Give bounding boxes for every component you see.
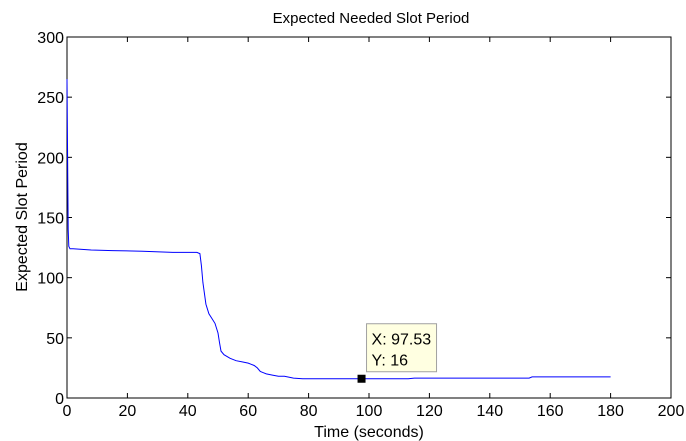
y-tick-label: 300 [37, 30, 64, 47]
x-tick-label: 160 [537, 403, 564, 420]
x-tick-label: 60 [239, 403, 257, 420]
data-tip-y-text: Y: 16 [372, 353, 409, 370]
data-tip-box [366, 323, 438, 373]
data-tip[interactable]: X: 97.53 Y: 16 [357, 323, 438, 383]
y-tick-label: 0 [55, 391, 64, 408]
x-axis-label: Time (seconds) [314, 424, 424, 441]
axis-ticks: 0 20 40 60 80 100 120 140 160 180 200 0 50 100 150 200 2… [37, 30, 684, 420]
y-axis-label: Expected Slot Period [14, 142, 31, 291]
y-tick-label: 100 [37, 271, 64, 288]
x-tick-label: 180 [597, 403, 624, 420]
x-tick-label: 100 [356, 403, 383, 420]
y-tick-label: 150 [37, 211, 64, 228]
data-tip-marker[interactable] [357, 374, 366, 383]
data-tip-x-text: X: 97.53 [372, 332, 432, 349]
series-group [66, 79, 611, 380]
x-tick-label: 80 [300, 403, 318, 420]
series-line [66, 79, 611, 380]
x-tick-label: 120 [416, 403, 443, 420]
chart-title: Expected Needed Slot Period [273, 10, 470, 27]
x-tick-label: 140 [476, 403, 503, 420]
x-tick-label: 0 [63, 403, 72, 420]
x-tick-label: 200 [658, 403, 685, 420]
y-tick-label: 250 [37, 90, 64, 107]
y-tick-label: 200 [37, 150, 64, 167]
y-tick-label: 50 [46, 331, 64, 348]
x-tick-label: 20 [119, 403, 137, 420]
x-tick-label: 40 [179, 403, 197, 420]
